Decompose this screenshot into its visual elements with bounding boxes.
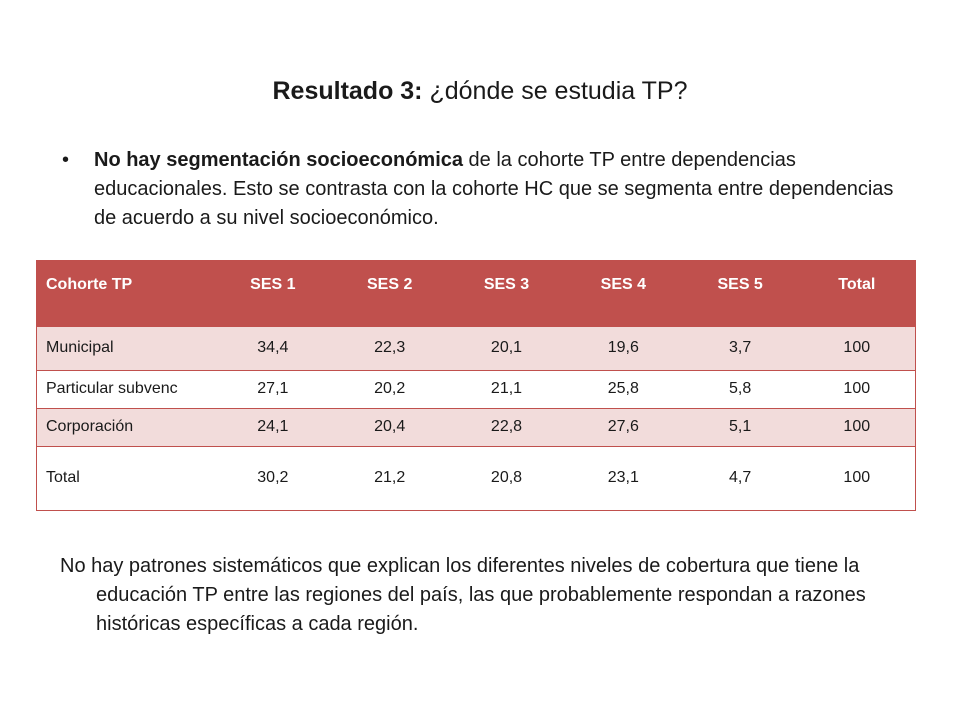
table-row: Total 30,2 21,2 20,8 23,1 4,7 100 bbox=[36, 445, 916, 510]
table-cell: 100 bbox=[798, 445, 916, 510]
header-ses-4: SES 4 bbox=[600, 276, 646, 293]
table-cell: 5,1 bbox=[681, 407, 799, 446]
table-row: Particular subvenc 27,1 20,2 21,1 25,8 5… bbox=[36, 369, 916, 408]
row-label: Municipal bbox=[36, 325, 215, 370]
bullet-point: • No hay segmentación socioeconómica de … bbox=[62, 146, 902, 233]
header-cohorte-tp: Cohorte TP bbox=[46, 276, 133, 293]
slide-title: Resultado 3: ¿dónde se estudia TP? bbox=[0, 76, 960, 106]
table-cell: 24,1 bbox=[214, 407, 332, 446]
table-cell: 100 bbox=[798, 325, 916, 370]
table-cell: 27,1 bbox=[214, 369, 332, 408]
header-total: Total bbox=[838, 276, 876, 293]
table-header-row: Cohorte TP SES 1 SES 2 SES 3 SES 4 SES 5… bbox=[36, 260, 916, 326]
table-cell: 21,1 bbox=[448, 369, 565, 408]
header-ses-1: SES 1 bbox=[250, 276, 296, 293]
row-label: Corporación bbox=[36, 407, 215, 446]
slide-title-bold: Resultado 3: bbox=[272, 77, 423, 105]
table-cell: 25,8 bbox=[564, 369, 682, 408]
row-label: Total bbox=[36, 445, 215, 510]
row-label: Particular subvenc bbox=[36, 369, 215, 408]
bullet-bold-text: No hay segmentación socioeconómica bbox=[94, 149, 463, 171]
table-cell: 4,7 bbox=[681, 445, 799, 510]
table-cell: 22,3 bbox=[331, 325, 449, 370]
bottom-paragraph: No hay patrones sistemáticos que explica… bbox=[60, 555, 866, 635]
table-cell: 34,4 bbox=[214, 325, 332, 370]
table-row: Corporación 24,1 20,4 22,8 27,6 5,1 100 bbox=[36, 407, 916, 446]
header-ses-3: SES 3 bbox=[483, 276, 530, 293]
cohort-table: Cohorte TP SES 1 SES 2 SES 3 SES 4 SES 5… bbox=[36, 260, 916, 511]
table-cell: 20,8 bbox=[448, 445, 565, 510]
table-cell: 19,6 bbox=[564, 325, 682, 370]
bullet-text: No hay segmentación socioeconómica de la… bbox=[94, 146, 902, 233]
header-ses-2: SES 2 bbox=[366, 276, 413, 293]
table-cell: 100 bbox=[798, 407, 916, 446]
table-cell: 20,1 bbox=[448, 325, 565, 370]
slide-title-rest: ¿dónde se estudia TP? bbox=[422, 77, 688, 105]
table-cell: 20,2 bbox=[331, 369, 449, 408]
table-cell: 21,2 bbox=[331, 445, 449, 510]
table-cell: 22,8 bbox=[448, 407, 565, 446]
table-cell: 30,2 bbox=[214, 445, 332, 510]
table-row: Municipal 34,4 22,3 20,1 19,6 3,7 100 bbox=[36, 325, 916, 370]
table-cell: 20,4 bbox=[331, 407, 449, 446]
table-cell: 23,1 bbox=[564, 445, 682, 510]
table-cell: 27,6 bbox=[564, 407, 682, 446]
bullet-marker: • bbox=[62, 149, 70, 171]
header-ses-5: SES 5 bbox=[717, 276, 763, 293]
table-cell: 3,7 bbox=[681, 325, 799, 370]
table-cell: 5,8 bbox=[681, 369, 799, 408]
bullet-rest-text: de la cohorte TP entre dependencias educ… bbox=[94, 149, 894, 229]
table-cell: 100 bbox=[798, 369, 916, 408]
